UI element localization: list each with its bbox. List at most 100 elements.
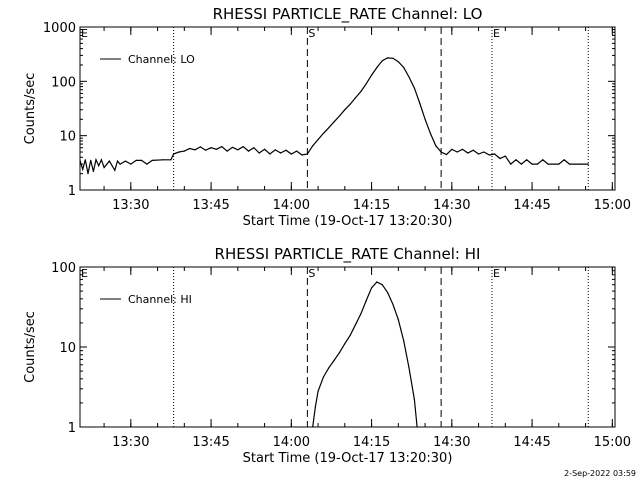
data-point: [221, 146, 223, 148]
data-point: [499, 157, 501, 160]
x-tick-label: 13:45: [192, 435, 229, 450]
legend-label: Channel: HI: [128, 293, 192, 306]
y-axis-label: Counts/sec: [23, 73, 38, 145]
data-point: [92, 170, 94, 172]
data-point: [264, 148, 266, 150]
data-point: [306, 153, 308, 155]
data-point: [360, 313, 362, 315]
data-point: [114, 169, 116, 171]
data-point: [231, 146, 234, 148]
data-point: [183, 150, 185, 152]
data-point: [301, 154, 303, 156]
footer-timestamp: 2-Sep-2022 03:59: [564, 469, 636, 478]
y-tick-label: 10: [59, 341, 76, 356]
data-point: [510, 163, 512, 165]
data-point: [280, 152, 282, 154]
data-point: [108, 160, 110, 162]
data-point: [296, 150, 298, 152]
data-point: [563, 159, 565, 161]
x-tick-label: 14:45: [513, 198, 550, 213]
y-tick-label: 10: [59, 130, 76, 145]
x-tick-label: 13:30: [112, 435, 149, 450]
x-tick-label: 14:45: [513, 435, 550, 450]
data-point: [170, 159, 172, 161]
data-point: [189, 147, 191, 150]
event-marker-label: S: [308, 267, 315, 280]
data-point: [360, 90, 362, 93]
data-point: [119, 163, 121, 165]
event-marker-label: E: [81, 267, 88, 280]
data-point: [95, 159, 97, 161]
data-point: [79, 159, 81, 161]
x-tick-label: 14:00: [273, 435, 310, 450]
data-point: [376, 281, 378, 283]
data-point: [392, 57, 394, 59]
data-point: [424, 118, 426, 120]
data-point: [451, 148, 453, 150]
x-tick-label: 14:30: [433, 435, 470, 450]
data-point: [199, 146, 201, 148]
x-tick-label: 15:00: [594, 435, 631, 450]
y-tick-label: 1: [68, 184, 76, 199]
data-point: [472, 149, 474, 151]
data-point: [568, 163, 571, 165]
data-point: [440, 151, 442, 153]
data-point: [488, 154, 490, 156]
data-point: [258, 152, 260, 154]
x-tick-label: 14:30: [433, 198, 470, 213]
data-point: [242, 146, 244, 148]
legend-label: Channel: LO: [128, 53, 195, 66]
data-point: [215, 148, 217, 150]
series-line: [312, 281, 418, 428]
data-point: [354, 97, 357, 99]
y-tick-label: 1000: [43, 21, 76, 36]
data-point: [84, 159, 86, 161]
chart-panel-2: RHESSI PARTICLE_RATE Channel: HI 1 10 100 13…: [23, 245, 631, 466]
data-point: [531, 163, 533, 165]
data-point: [387, 57, 389, 59]
data-point: [504, 155, 506, 157]
data-point: [82, 168, 84, 170]
x-tick-label: 14:15: [353, 435, 390, 450]
data-point: [403, 340, 405, 342]
data-point: [312, 426, 314, 428]
data-point: [558, 163, 560, 165]
data-point: [536, 163, 539, 165]
data-point: [317, 390, 319, 392]
chart-panel-1: RHESSI PARTICLE_RATE Channel: LO 1 10 100 10…: [23, 5, 631, 229]
x-tick-label: 14:00: [273, 198, 310, 213]
y-axis-label: Counts/sec: [23, 311, 38, 383]
data-point: [435, 145, 437, 147]
data-point: [237, 149, 239, 151]
chart-title: RHESSI PARTICLE_RATE Channel: LO: [213, 5, 483, 24]
data-point: [98, 165, 100, 167]
data-point: [408, 367, 410, 369]
data-point: [124, 160, 127, 162]
data-point: [397, 61, 399, 63]
data-point: [194, 149, 196, 151]
data-point: [349, 334, 351, 336]
data-point: [354, 324, 357, 326]
data-point: [349, 103, 351, 105]
data-point: [173, 153, 175, 155]
data-point: [376, 66, 378, 69]
data-point: [579, 163, 581, 165]
event-marker-label: E: [493, 267, 500, 280]
data-point: [269, 153, 271, 155]
y-tick-label: 100: [51, 75, 76, 90]
data-point: [253, 147, 255, 149]
data-point: [322, 132, 324, 134]
data-point: [344, 343, 346, 345]
data-point: [587, 163, 589, 165]
data-point: [515, 159, 517, 161]
data-point: [542, 159, 544, 161]
x-tick-label: 13:45: [192, 198, 229, 213]
data-point: [403, 66, 405, 69]
data-point: [445, 153, 448, 156]
data-point: [274, 149, 276, 151]
data-point: [413, 399, 415, 401]
data-point: [247, 150, 250, 152]
data-point: [338, 352, 341, 354]
